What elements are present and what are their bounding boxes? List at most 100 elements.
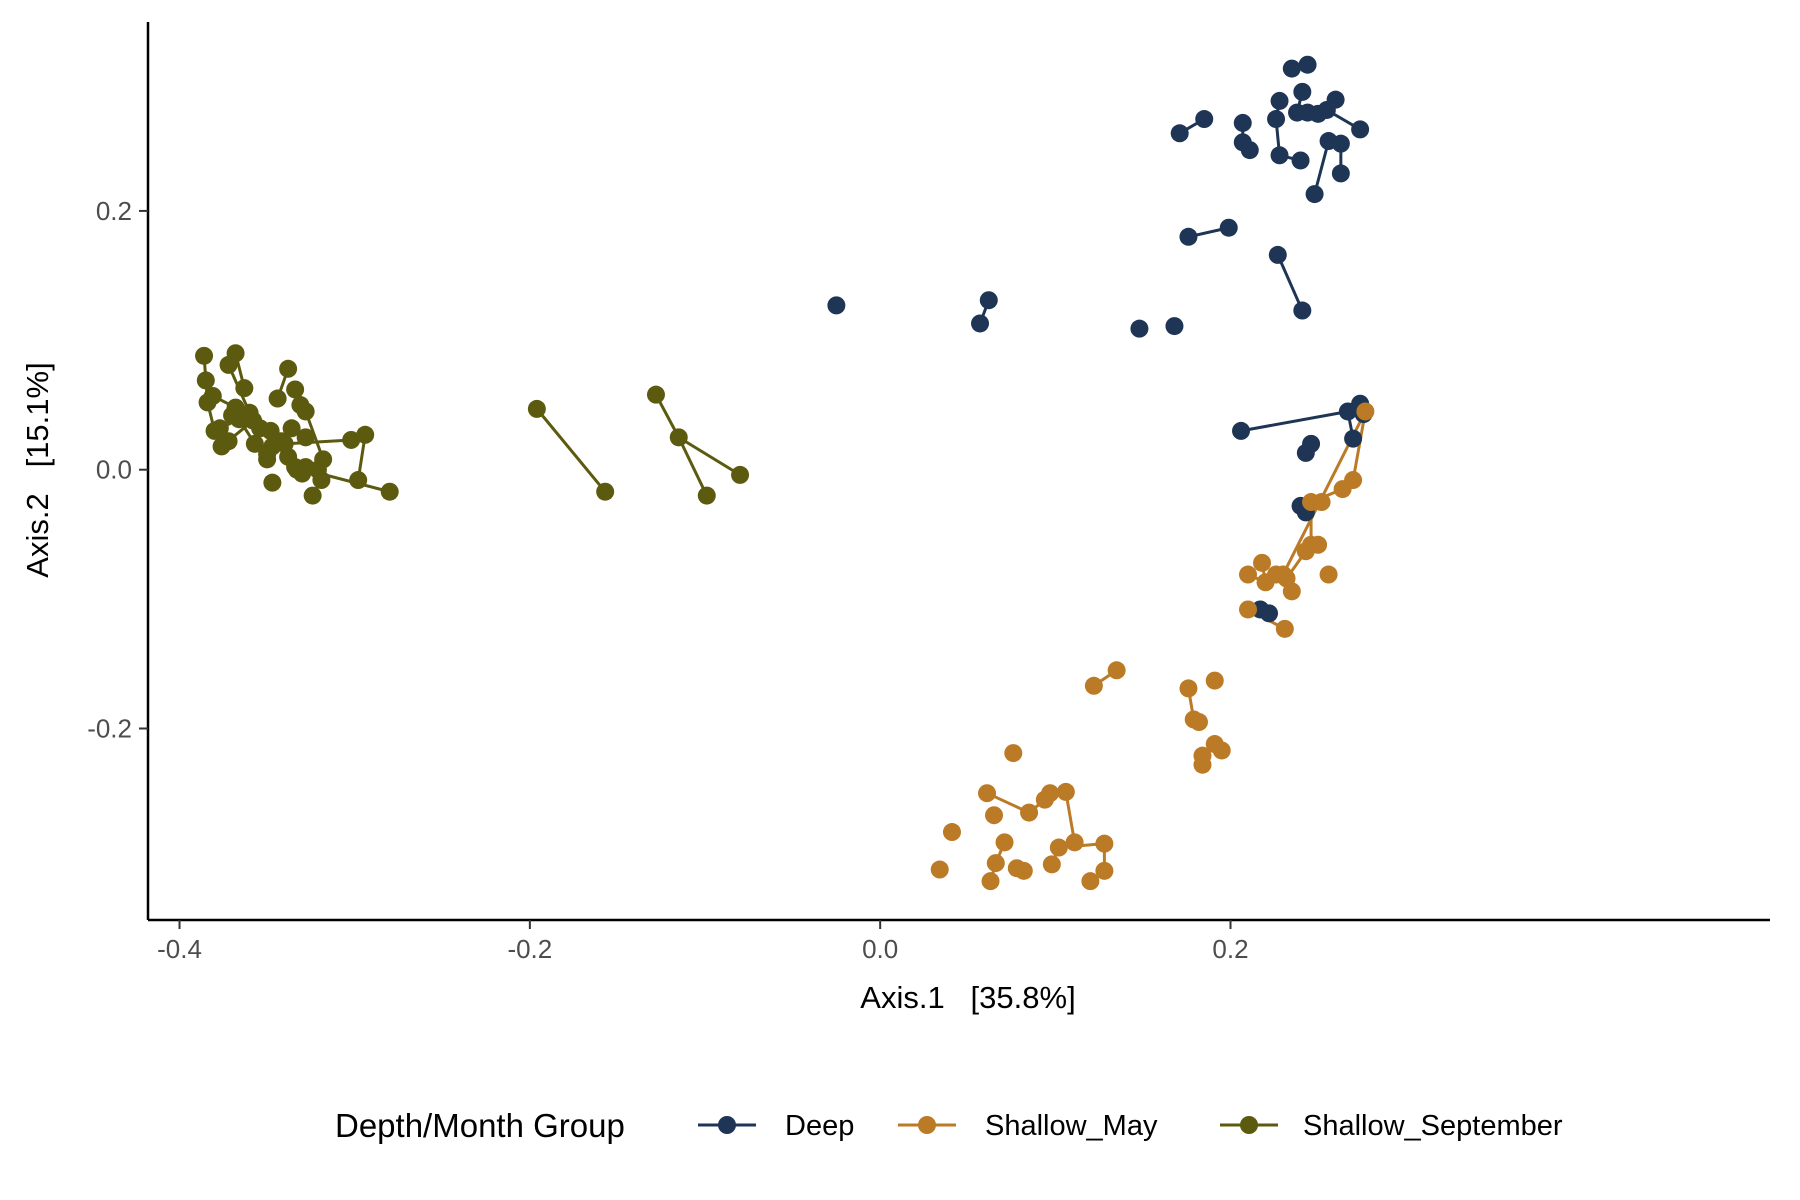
- data-point-shallow-may: [978, 784, 997, 803]
- series-line-shallow-september: [535, 407, 607, 493]
- data-point-shallow-may: [1344, 471, 1363, 490]
- data-point-shallow-may: [1065, 833, 1084, 852]
- data-point-shallow-september: [245, 434, 264, 453]
- data-point-shallow-may: [1179, 679, 1198, 698]
- data-point-shallow-september: [235, 379, 254, 398]
- data-point-shallow-september: [279, 359, 298, 378]
- data-point-shallow-may: [985, 806, 1004, 825]
- y-ticks: -0.2 0.0 0.2: [87, 196, 148, 743]
- data-point-shallow-may: [1056, 782, 1075, 801]
- data-point-shallow-september: [356, 425, 375, 444]
- series-line-deep: [1313, 140, 1331, 195]
- data-point-shallow-september: [646, 385, 665, 404]
- legend-label: Shallow_May: [985, 1110, 1158, 1142]
- data-point-deep: [1170, 124, 1189, 143]
- legend: Depth/Month Group Deep Shallow_May Shall…: [335, 1107, 1563, 1144]
- x-tick-label: -0.2: [507, 934, 552, 964]
- data-point-shallow-may: [1107, 661, 1126, 680]
- data-point-shallow-september: [196, 371, 215, 390]
- data-point-deep: [1331, 134, 1350, 153]
- data-point-shallow-may: [1205, 671, 1224, 690]
- data-point-shallow-september: [268, 389, 287, 408]
- segments-layer: [202, 63, 1367, 883]
- data-point-shallow-may: [1239, 565, 1258, 584]
- data-point-deep: [1233, 113, 1252, 132]
- data-point-deep: [1298, 55, 1317, 74]
- data-point-shallow-may: [1084, 676, 1103, 695]
- x-tick-label: 0.2: [1212, 934, 1248, 964]
- data-point-shallow-may: [1319, 565, 1338, 584]
- x-tick-label: -0.4: [157, 934, 202, 964]
- data-point-deep: [1344, 429, 1363, 448]
- legend-title: Depth/Month Group: [335, 1107, 625, 1144]
- data-point-shallow-may: [1282, 582, 1301, 601]
- data-point-shallow-may: [1081, 872, 1100, 891]
- data-point-deep: [1130, 319, 1149, 338]
- data-point-shallow-may: [1020, 803, 1039, 822]
- data-point-deep: [1260, 604, 1279, 623]
- data-point-deep: [971, 314, 990, 333]
- data-point-shallow-september: [314, 450, 333, 469]
- data-point-shallow-september: [219, 432, 238, 451]
- legend-entry-shallow-september: Shallow_September: [1220, 1110, 1563, 1142]
- data-point-deep: [1293, 82, 1312, 101]
- data-point-deep: [827, 296, 846, 315]
- series-line-shallow-september: [677, 436, 709, 497]
- data-point-deep: [1267, 110, 1286, 129]
- data-point-shallow-may: [930, 860, 949, 879]
- data-point-shallow-september: [596, 482, 615, 501]
- y-tick-label: -0.2: [87, 713, 132, 743]
- data-point-deep: [1219, 218, 1238, 237]
- data-point-shallow-september: [669, 428, 688, 447]
- data-point-shallow-september: [226, 344, 245, 363]
- data-point-shallow-september: [697, 486, 716, 505]
- legend-entry-deep: Deep: [698, 1110, 854, 1142]
- x-tick-label: 0.0: [862, 934, 898, 964]
- data-point-deep: [1165, 317, 1184, 336]
- data-point-deep: [1268, 245, 1287, 264]
- data-point-shallow-september: [296, 402, 315, 421]
- data-point-deep: [1270, 146, 1289, 165]
- data-point-shallow-may: [1041, 784, 1060, 803]
- data-point-shallow-may: [1189, 713, 1208, 732]
- data-point-deep: [1179, 227, 1198, 246]
- points-layer: [195, 55, 1375, 891]
- data-point-shallow-september: [263, 473, 282, 492]
- data-point-shallow-may: [1275, 619, 1294, 638]
- data-point-shallow-may: [1239, 600, 1258, 619]
- data-point-deep: [1331, 164, 1350, 183]
- plot-area: [195, 55, 1375, 891]
- data-point-shallow-may: [1212, 741, 1231, 760]
- legend-entry-shallow-may: Shallow_May: [898, 1110, 1158, 1142]
- data-point-shallow-may: [1253, 553, 1272, 572]
- data-point-deep: [1302, 434, 1321, 453]
- data-point-deep: [1282, 59, 1301, 78]
- data-point-shallow-september: [527, 399, 546, 418]
- data-point-shallow-may: [995, 833, 1014, 852]
- series-line-deep: [1240, 410, 1349, 433]
- data-point-shallow-september: [195, 346, 214, 365]
- legend-key-point: [918, 1116, 936, 1134]
- data-point-deep: [1293, 301, 1312, 320]
- data-point-deep: [1291, 151, 1310, 170]
- data-point-shallow-september: [380, 482, 399, 501]
- data-point-shallow-may: [942, 823, 961, 842]
- series-line-deep: [1276, 254, 1304, 312]
- data-point-shallow-may: [1356, 402, 1375, 421]
- y-axis-title: Axis.2 [15.1%]: [20, 362, 55, 577]
- data-point-deep: [1351, 120, 1370, 139]
- legend-key-point: [1240, 1116, 1258, 1134]
- data-point-shallow-may: [1193, 755, 1212, 774]
- data-point-shallow-may: [986, 854, 1005, 873]
- data-point-shallow-september: [342, 430, 361, 449]
- series-line-shallow-september: [677, 436, 741, 477]
- data-point-shallow-september: [349, 471, 368, 490]
- data-point-shallow-may: [1309, 535, 1328, 554]
- data-point-shallow-september: [312, 471, 331, 490]
- data-point-deep: [1326, 90, 1345, 109]
- data-point-shallow-september: [731, 465, 750, 484]
- legend-label: Shallow_September: [1303, 1110, 1563, 1142]
- data-point-shallow-may: [1042, 855, 1061, 874]
- data-point-shallow-may: [1014, 861, 1033, 880]
